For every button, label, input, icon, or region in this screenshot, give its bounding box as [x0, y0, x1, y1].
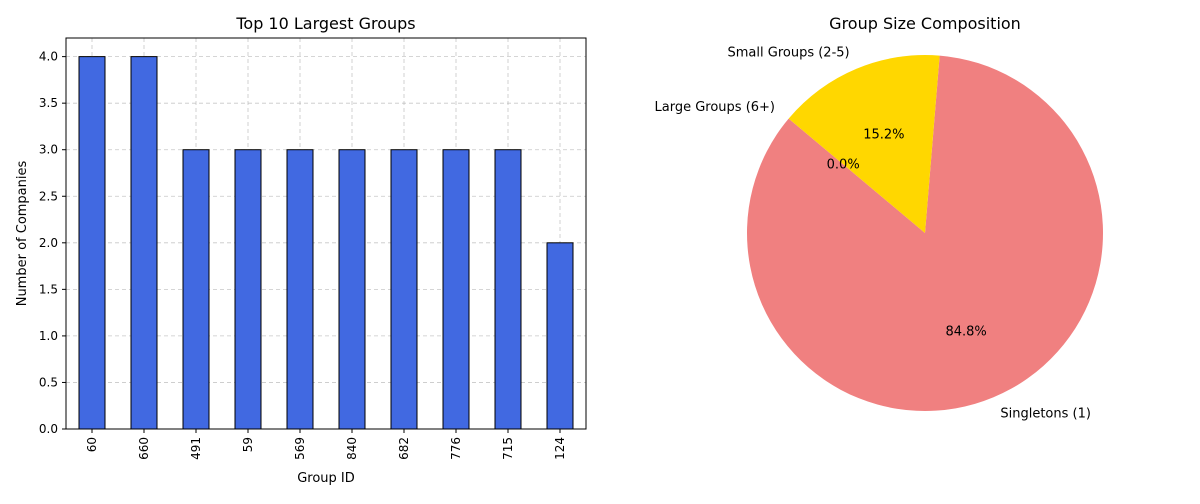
x-tick-label: 660: [137, 437, 151, 460]
bar-59: [234, 149, 262, 430]
x-tick-label: 776: [449, 437, 463, 460]
bar-491: [182, 149, 210, 430]
bar-chart-title: Top 10 Largest Groups: [235, 14, 415, 33]
x-tick-label: 60: [85, 437, 99, 452]
bar-chart-bars: [78, 56, 574, 430]
bar-660: [130, 56, 158, 430]
y-tick-label: 2.5: [39, 189, 58, 203]
pie-slice-1: [788, 55, 940, 234]
x-tick-label: 682: [397, 437, 411, 460]
pie-pct-label: 84.8%: [945, 325, 986, 340]
pie-category-label: Small Groups (2-5): [728, 45, 850, 60]
bar-569: [286, 149, 314, 430]
pie-chart-labels: 84.8% Singletons (1) 15.2% Small Groups (2-…: [655, 45, 1091, 421]
bar-chart-x-ticks: 60 660 491 59 569 840 682 776 715 124: [85, 429, 567, 460]
pie-slice-0: [747, 55, 1103, 412]
bar-840: [338, 149, 366, 430]
bar-60: [78, 56, 106, 430]
bar-776: [442, 149, 470, 430]
bar-chart: Top 10 Largest Groups 0.0 0.5 1.0 1.5 2.0 2.5…: [15, 14, 587, 486]
y-tick-label: 2.0: [39, 236, 58, 250]
x-tick-label: 491: [189, 437, 203, 460]
y-tick-label: 3.5: [39, 96, 58, 110]
pie-pct-label: 0.0%: [827, 157, 860, 172]
bar-chart-axes-frame: [65, 37, 587, 430]
pie-pct-label: 15.2%: [863, 127, 904, 142]
bar-chart-y-ticks: 0.0 0.5 1.0 1.5 2.0 2.5 3.0 3.5 4.0: [39, 50, 66, 436]
y-tick-label: 1.0: [39, 329, 58, 343]
x-tick-label: 59: [241, 437, 255, 452]
y-tick-label: 3.0: [39, 143, 58, 157]
x-tick-label: 715: [501, 437, 515, 460]
bar-124: [546, 242, 574, 430]
pie-chart-slices: [747, 55, 1103, 412]
y-tick-label: 1.5: [39, 282, 58, 296]
x-tick-label: 569: [293, 437, 307, 460]
pie-category-label: Singletons (1): [1000, 407, 1091, 422]
bar-715: [494, 149, 522, 430]
bar-682: [390, 149, 418, 430]
pie-chart: Group Size Composition 84.8% Singletons (…: [655, 14, 1103, 422]
bar-chart-y-axis-label: Number of Companies: [15, 161, 30, 307]
y-tick-label: 4.0: [39, 50, 58, 64]
x-tick-label: 124: [553, 437, 567, 460]
y-tick-label: 0.5: [39, 375, 58, 389]
pie-category-label: Large Groups (6+): [655, 100, 776, 115]
x-tick-label: 840: [345, 437, 359, 460]
pie-chart-title: Group Size Composition: [829, 14, 1021, 33]
bar-chart-x-axis-label: Group ID: [297, 471, 355, 486]
y-tick-label: 0.0: [39, 422, 58, 436]
